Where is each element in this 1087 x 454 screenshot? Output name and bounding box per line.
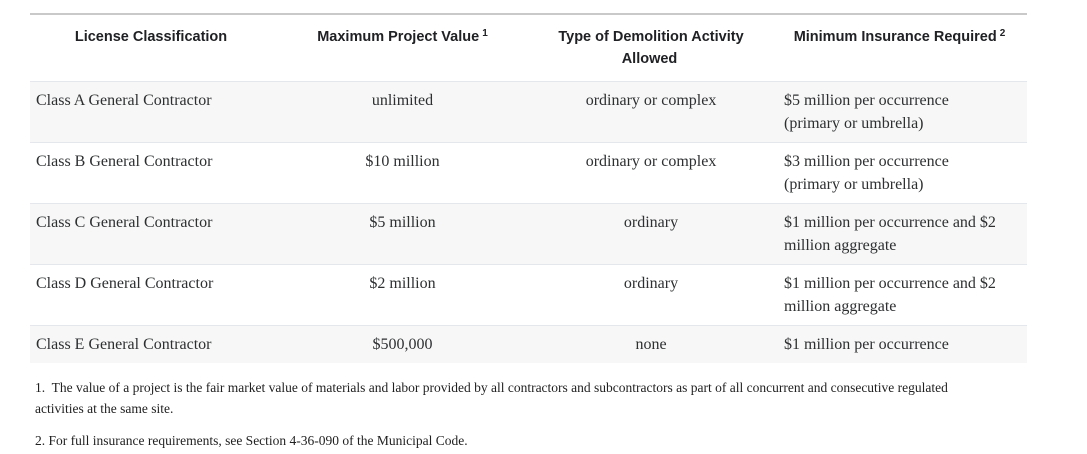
cell-activity: ordinary: [623, 214, 679, 231]
header-label: Minimum Insurance Required: [793, 29, 997, 45]
cell-classification: Class A General Contractor: [36, 92, 212, 109]
cell-activity: ordinary or complex: [585, 153, 717, 170]
footnotes-section: 1. The value of a project is the fair ma…: [35, 377, 1087, 451]
cell-classification: Class B General Contractor: [36, 153, 213, 170]
header-demolition-activity: Type of Demolition Activity Allowed: [530, 15, 772, 81]
cell-insurance: $1 million per occurrence and $2 million…: [784, 214, 996, 254]
cell-max-value: $500,000: [372, 336, 433, 353]
cell-classification: Class D General Contractor: [36, 275, 214, 292]
footnote-project-value: 1. The value of a project is the fair ma…: [35, 380, 948, 416]
cell-insurance: $5 million per occurrence (primary or um…: [784, 92, 949, 132]
cell-activity: ordinary or complex: [585, 92, 717, 109]
header-license-classification: License Classification: [30, 15, 275, 81]
table-row-class-b: Class B General Contractor $10 million o…: [30, 142, 1027, 203]
cell-max-value: unlimited: [371, 92, 434, 109]
cell-max-value: $5 million: [369, 214, 436, 231]
cell-activity: none: [635, 336, 667, 353]
header-label: Maximum Project Value: [317, 29, 480, 45]
table-row-class-e: Class E General Contractor $500,000 none…: [30, 325, 1027, 363]
cell-max-value: $10 million: [365, 153, 440, 170]
table-row-class-d: Class D General Contractor $2 million or…: [30, 264, 1027, 325]
table-row-class-c: Class C General Contractor $5 million or…: [30, 203, 1027, 264]
footnote-superscript-2: 2: [999, 28, 1006, 39]
cell-classification: Class E General Contractor: [36, 336, 212, 353]
cell-activity: ordinary: [623, 275, 679, 292]
cell-insurance: $1 million per occurrence: [784, 336, 949, 353]
table-row-class-a: Class A General Contractor unlimited ord…: [30, 82, 1027, 142]
header-label: License Classification: [74, 29, 228, 45]
cell-insurance: $1 million per occurrence and $2 million…: [784, 275, 996, 315]
header-label: Type of Demolition Activity Allowed: [558, 29, 744, 67]
header-maximum-project-value: Maximum Project Value 1: [275, 15, 530, 81]
table-header-row: License Classification Maximum Project V…: [30, 15, 1027, 82]
header-minimum-insurance: Minimum Insurance Required 2: [772, 15, 1027, 81]
cell-insurance: $3 million per occurrence (primary or um…: [784, 153, 949, 193]
cell-max-value: $2 million: [369, 275, 436, 292]
cell-classification: Class C General Contractor: [36, 214, 213, 231]
footnote-superscript-1: 1: [482, 28, 488, 39]
license-classification-table: License Classification Maximum Project V…: [30, 13, 1027, 363]
